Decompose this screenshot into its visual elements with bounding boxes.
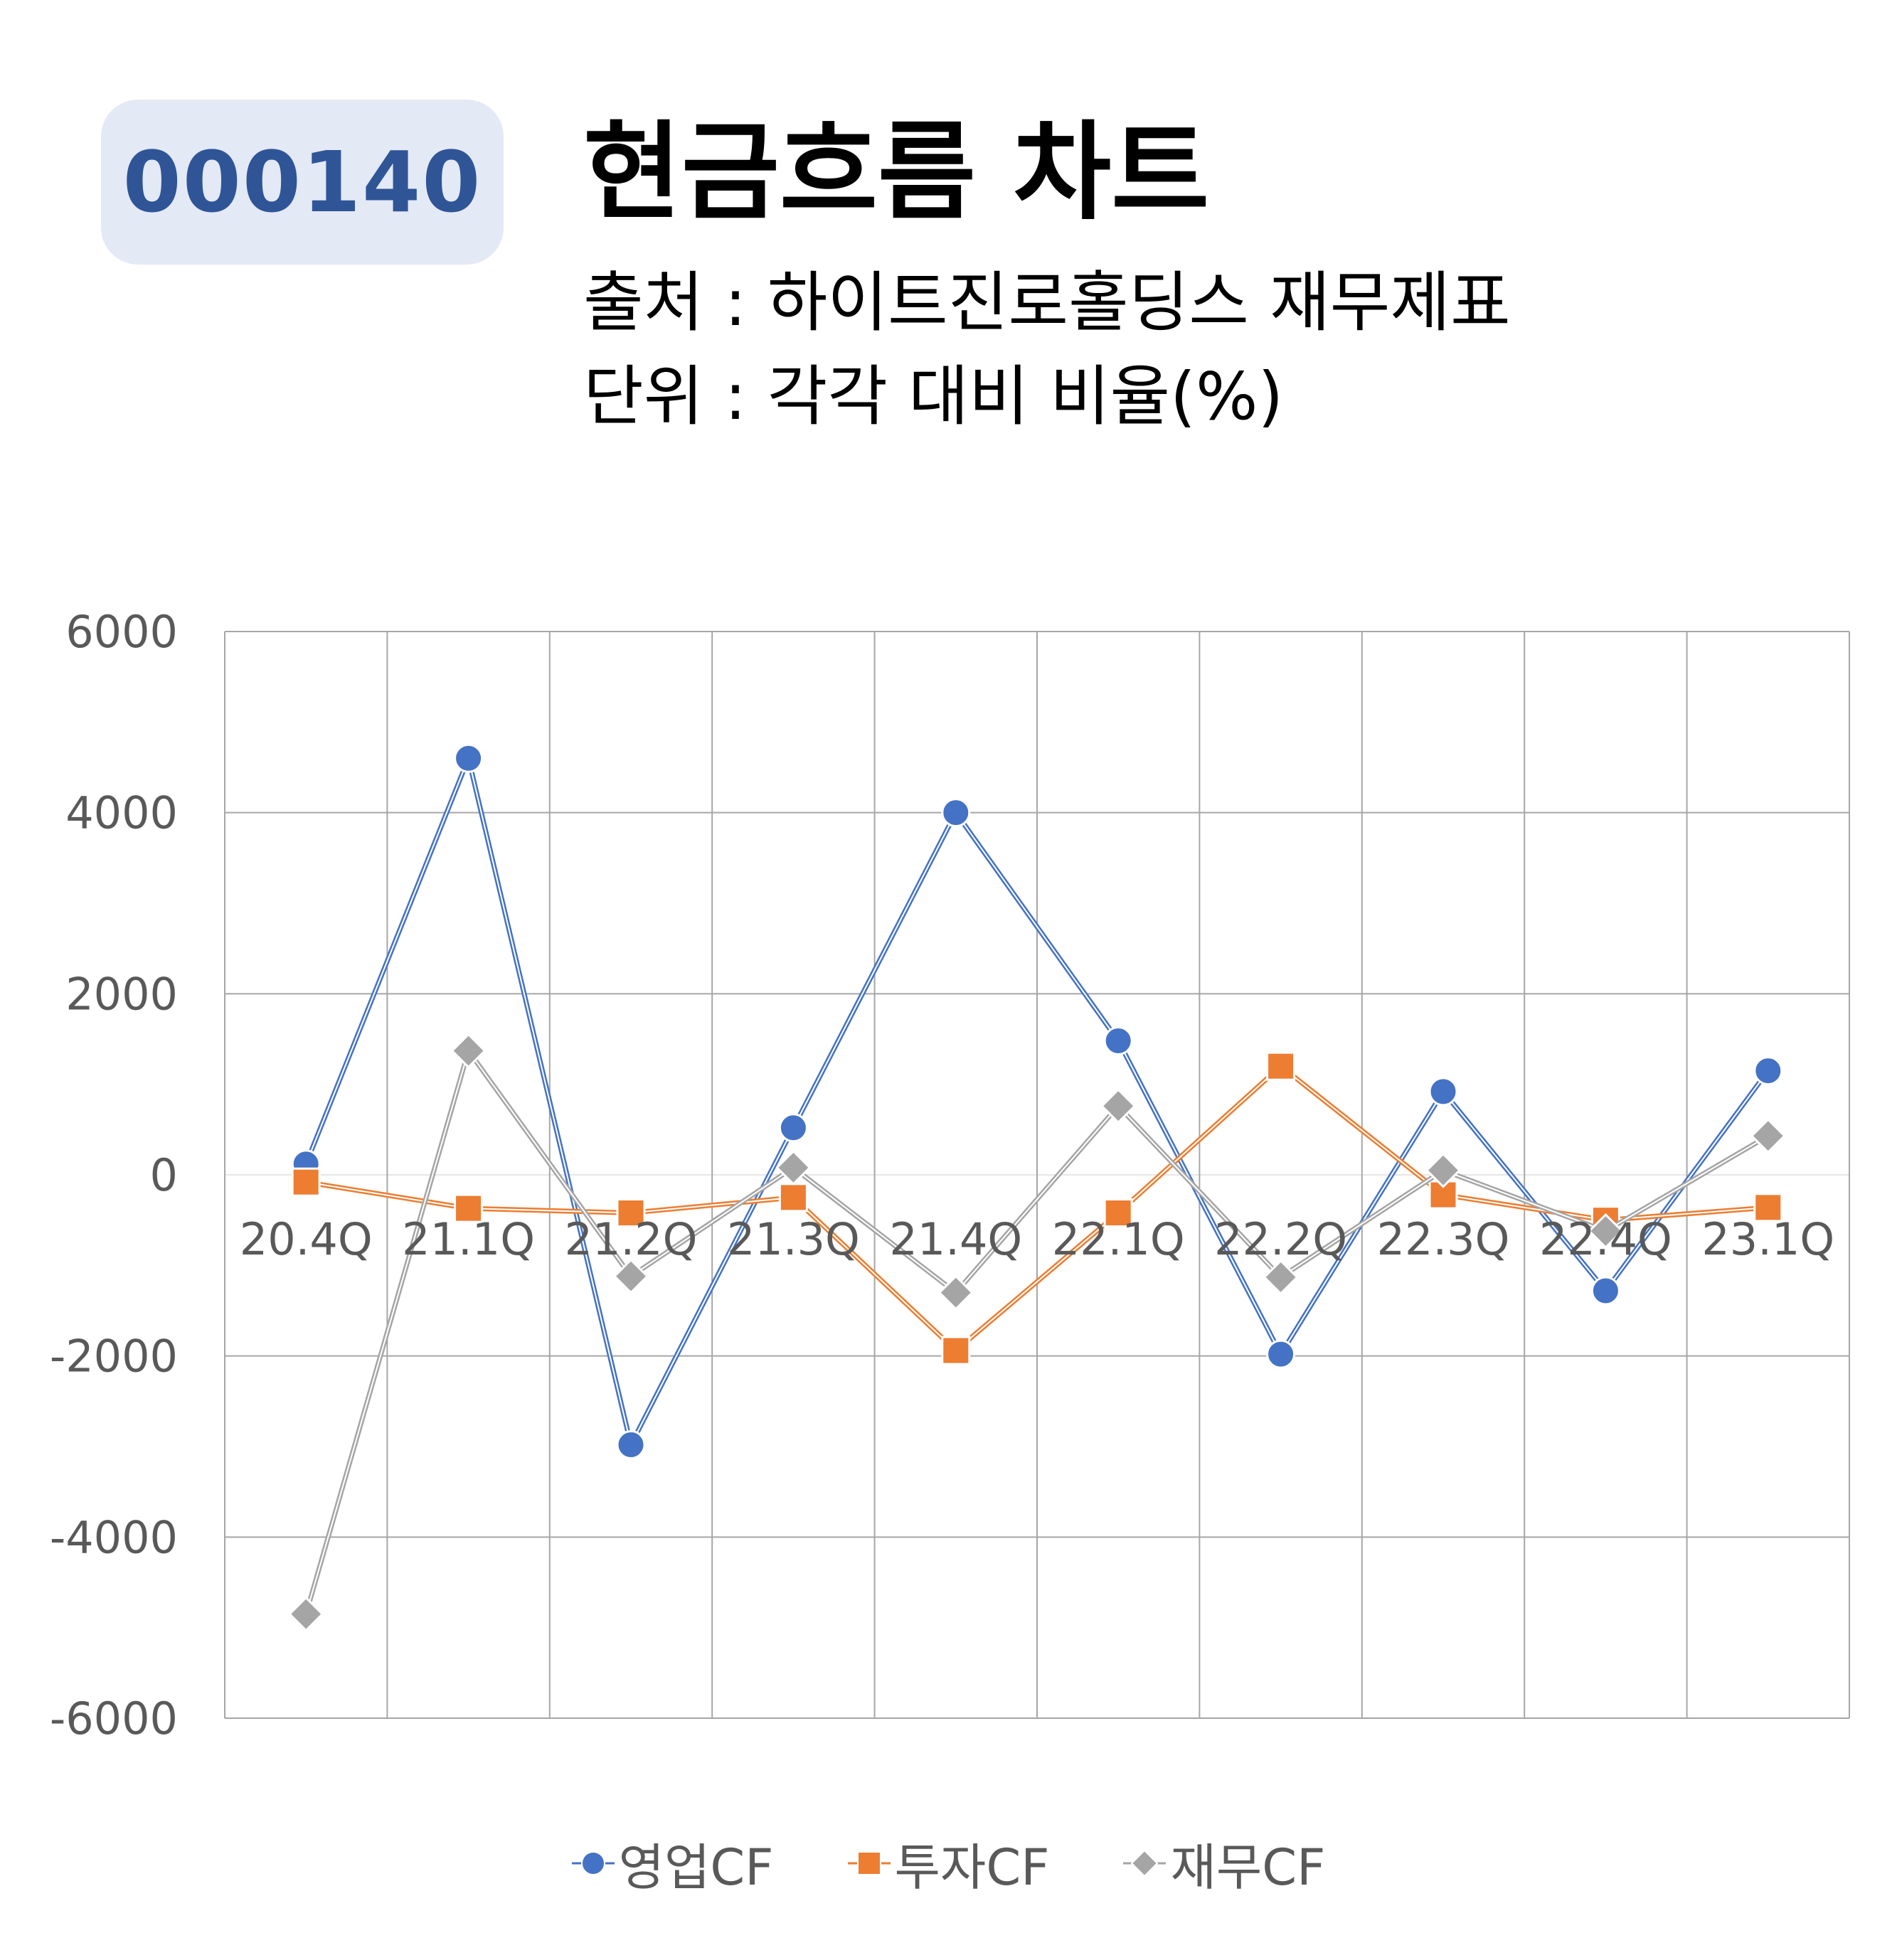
y-tick-label: 2000 (65, 968, 178, 1020)
x-tick-label: 21.2Q (565, 1213, 698, 1265)
data-point (1100, 1088, 1137, 1124)
chart-legend: 영업CF 투자CF 재무CF (0, 1831, 1897, 1897)
chart-title: 현금흐름 차트 (583, 111, 1210, 235)
data-point (941, 1336, 971, 1365)
data-point (1428, 1077, 1458, 1107)
data-point (1266, 1339, 1296, 1369)
y-tick-label: 4000 (65, 787, 178, 839)
data-point (1103, 1026, 1133, 1056)
data-point (775, 1149, 812, 1186)
y-tick-label: 6000 (65, 606, 178, 658)
series-line-inner (305, 757, 1769, 1446)
legend-label-financing: 재무CF (1170, 1838, 1326, 1897)
y-tick-label: -4000 (50, 1511, 178, 1563)
legend-square-marker-icon (847, 1851, 891, 1875)
legend-item-investing: 투자CF (847, 1828, 1050, 1900)
x-tick-label: 20.4Q (240, 1213, 373, 1265)
data-point (1266, 1051, 1296, 1081)
data-point (937, 1274, 974, 1311)
data-point (1103, 1198, 1133, 1227)
data-point (1590, 1276, 1620, 1306)
data-point (1588, 1213, 1624, 1250)
y-tick-label: -6000 (50, 1693, 178, 1745)
x-tick-label: 23.1Q (1701, 1213, 1834, 1265)
x-tick-label: 21.1Q (402, 1213, 535, 1265)
series-line-inner (306, 1065, 1768, 1352)
data-point (454, 743, 484, 773)
chart-unit: 단위 : 각각 대비 비율(%) (583, 358, 1284, 435)
stock-code-badge: 000140 (101, 100, 504, 265)
legend-label-investing: 투자CF (894, 1838, 1050, 1897)
series-3 (288, 1033, 1786, 1632)
data-point (612, 1258, 649, 1294)
data-point (778, 1183, 808, 1213)
data-point (450, 1033, 487, 1069)
data-point (288, 1596, 324, 1632)
series-line-inner (305, 1050, 1769, 1614)
legend-label-operating: 영업CF (618, 1838, 774, 1897)
series-lines (288, 743, 1786, 1632)
data-point (1263, 1259, 1299, 1296)
y-axis-ticks: 6000 4000 2000 0 -2000 -4000 -6000 (50, 606, 178, 1745)
legend-diamond-marker-icon (1123, 1849, 1167, 1878)
x-tick-label: 21.4Q (889, 1213, 1022, 1265)
data-point (454, 1193, 484, 1223)
legend-item-financing: 재무CF (1123, 1828, 1325, 1900)
gridlines (224, 631, 1850, 1719)
data-point (291, 1167, 321, 1197)
data-point (616, 1429, 646, 1459)
chart-source: 출처 : 하이트진로홀딩스 재무제표 (583, 265, 1511, 341)
stock-code: 000140 (122, 133, 482, 231)
y-tick-label: 0 (150, 1149, 178, 1201)
data-point (1750, 1118, 1786, 1154)
x-tick-label: 22.2Q (1214, 1213, 1347, 1265)
data-point (1753, 1193, 1783, 1223)
x-tick-label: 22.1Q (1052, 1213, 1185, 1265)
legend-item-operating: 영업CF (571, 1828, 774, 1900)
x-tick-label: 21.3Q (727, 1213, 860, 1265)
data-point (941, 798, 971, 828)
y-tick-label: -2000 (50, 1331, 178, 1383)
legend-circle-marker-icon (571, 1851, 615, 1875)
x-axis-ticks: 20.4Q 21.1Q 21.2Q 21.3Q 21.4Q 22.1Q 22.2Q 22.3Q… (240, 1213, 1834, 1265)
data-point (778, 1113, 808, 1143)
data-point (1753, 1056, 1783, 1086)
x-tick-label: 22.4Q (1539, 1213, 1672, 1265)
x-tick-label: 22.3Q (1377, 1213, 1510, 1265)
data-point (616, 1198, 646, 1227)
data-point (1425, 1152, 1462, 1188)
